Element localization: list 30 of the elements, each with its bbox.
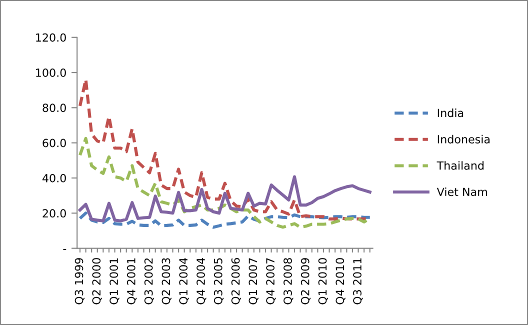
x-tick-label: Q4 2004 — [196, 258, 206, 304]
y-tick-label: - — [63, 249, 66, 250]
legend-label: India — [438, 108, 464, 118]
legend-label: Thailand — [436, 161, 484, 170]
x-tick-label: Q4 2001 — [126, 258, 137, 304]
x-tick-label: Q1 2007 — [248, 258, 258, 304]
x-tick-label: Q2 2006 — [231, 258, 242, 304]
line-series — [78, 175, 372, 222]
x-tick-label: Q1 2010 — [318, 258, 328, 304]
legend-label: Viet Nam — [436, 187, 487, 196]
y-tick-label: 120.0 — [36, 33, 66, 42]
y-tick-label: 20.0 — [42, 209, 66, 218]
x-tick-label: Q2 2000 — [92, 258, 102, 304]
x-tick-label: Q3 1999 — [74, 258, 84, 304]
y-tick-label: 40.0 — [42, 174, 66, 182]
x-tick-label: Q1 2004 — [179, 258, 189, 304]
x-tick-label: Q3 2002 — [144, 258, 154, 304]
x-tick-label: Q3 2005 — [214, 258, 224, 304]
x-tick-label: Q4 2007 — [266, 258, 276, 304]
x-tick-label: Q2 2009 — [300, 258, 311, 304]
x-tick-label: Q3 2011 — [353, 258, 363, 304]
line-series — [78, 212, 372, 229]
x-tick-label: Q1 2001 — [110, 258, 120, 304]
y-tick-label: 80.0 — [42, 104, 66, 112]
x-tick-label: Q4 2010 — [336, 258, 346, 304]
x-tick-label: Q3 2008 — [284, 258, 294, 304]
y-tick-label: 60.0 — [42, 138, 66, 148]
x-tick-label: Q2 2003 — [162, 258, 172, 304]
legend-label: Indonesia — [438, 134, 490, 144]
y-tick-label: 100.0 — [36, 68, 66, 77]
